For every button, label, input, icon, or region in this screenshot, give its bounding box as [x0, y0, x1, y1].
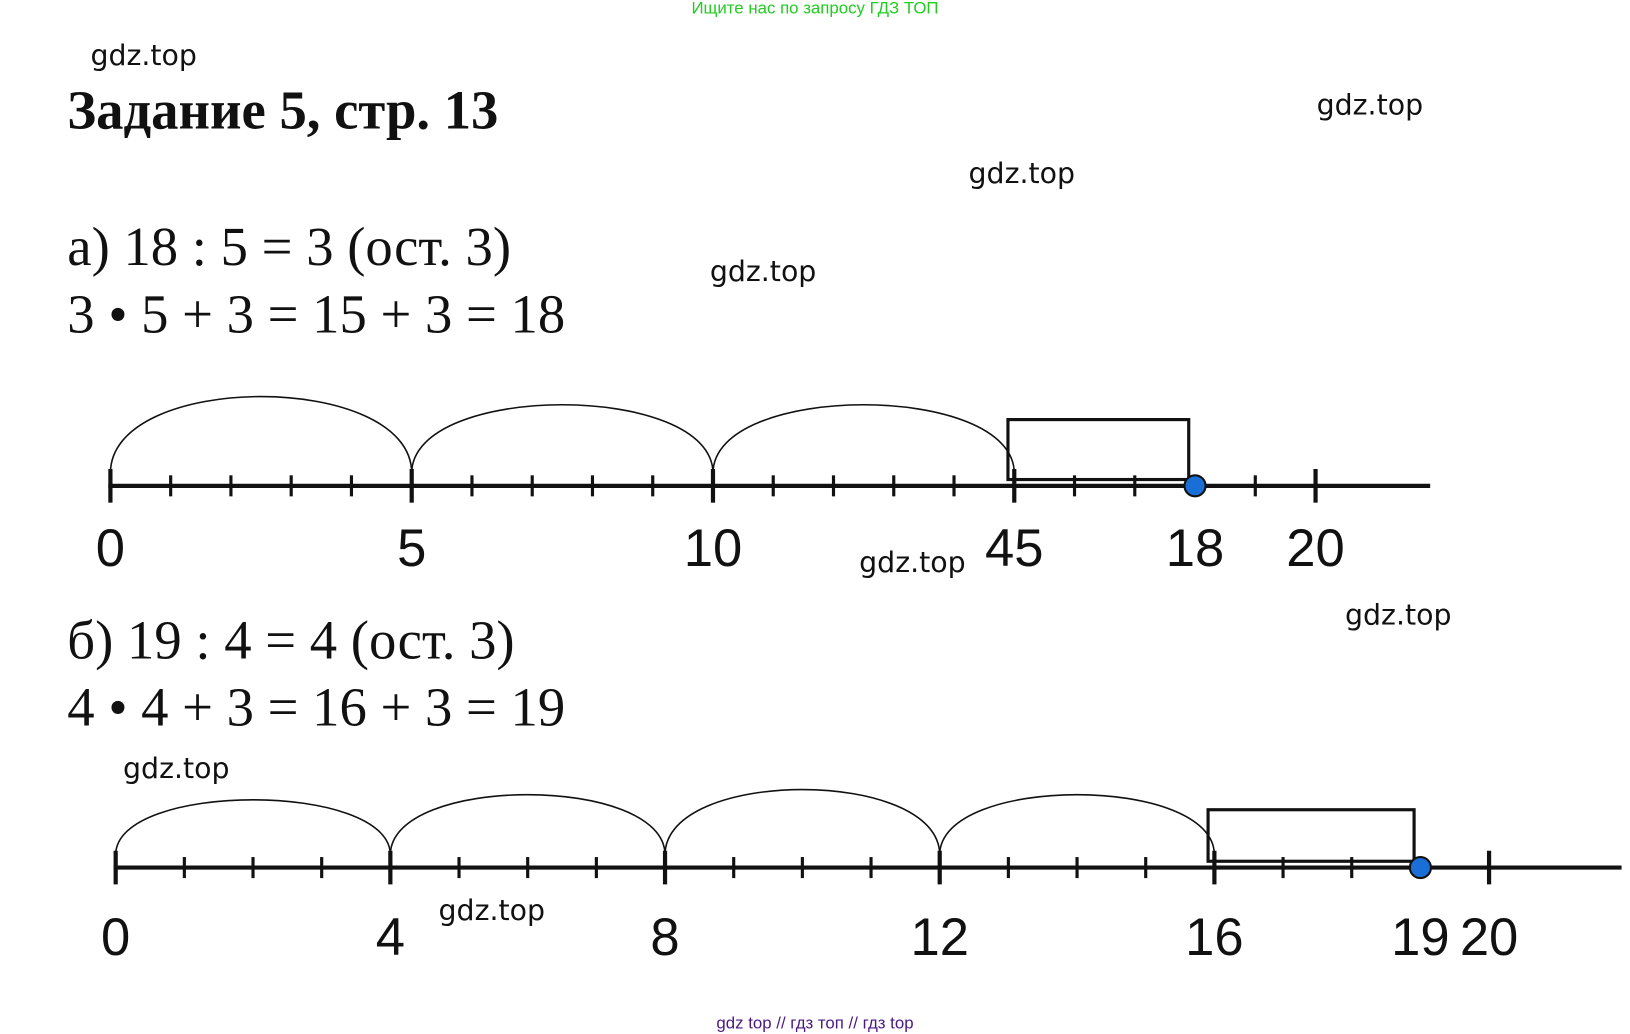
tick-label: 5 [397, 519, 426, 578]
jump-arc [410, 403, 714, 474]
watermark: gdz.top [1344, 599, 1452, 633]
remainder-box [1206, 808, 1416, 863]
tick-label: 0 [96, 519, 125, 578]
watermark: gdz.top [438, 894, 546, 928]
tick-label: 4 [376, 908, 405, 967]
part-b-equation: б) 19 : 4 = 4 (ост. 3) [67, 610, 515, 671]
tick-label: 20 [1460, 908, 1518, 967]
page-title: Задание 5, стр. 13 [67, 80, 499, 141]
target-point [1183, 474, 1207, 498]
tick-label: 18 [1166, 519, 1224, 578]
tick-label: 8 [650, 908, 679, 967]
watermark: gdz.top [123, 752, 230, 786]
jump-arc [114, 799, 392, 855]
tick-label: 19 [1391, 908, 1449, 967]
tick-label: 10 [684, 519, 742, 578]
watermark: gdz.top [859, 546, 966, 580]
part-b-check: 4 • 4 + 3 = 16 + 3 = 19 [67, 678, 566, 739]
tick-label: 0 [101, 908, 130, 967]
jump-arc [664, 788, 941, 855]
tick-label: 16 [1185, 908, 1243, 967]
tick-label: 12 [910, 908, 968, 967]
jump-arc [938, 794, 1216, 855]
tick-label: 20 [1286, 519, 1344, 578]
tick-label: 45 [985, 519, 1043, 578]
target-point [1408, 856, 1432, 880]
watermark: gdz.top [968, 157, 1076, 191]
jump-arc [712, 403, 1016, 474]
jump-arc [389, 794, 666, 855]
watermark: gdz.top [90, 39, 197, 73]
footer-links[interactable]: gdz top // гдз топ // гдз top [716, 1014, 914, 1033]
part-a-check: 3 • 5 + 3 = 15 + 3 = 18 [67, 284, 566, 345]
jump-arc [109, 395, 413, 474]
remainder-box [1006, 418, 1191, 482]
watermark: gdz.top [1316, 89, 1424, 122]
header-note[interactable]: Ищите нас по запросу ГДЗ ТОП [691, 0, 939, 18]
part-a-equation: а) 18 : 5 = 3 (ост. 3) [67, 217, 512, 278]
watermark: gdz.top [709, 255, 817, 289]
